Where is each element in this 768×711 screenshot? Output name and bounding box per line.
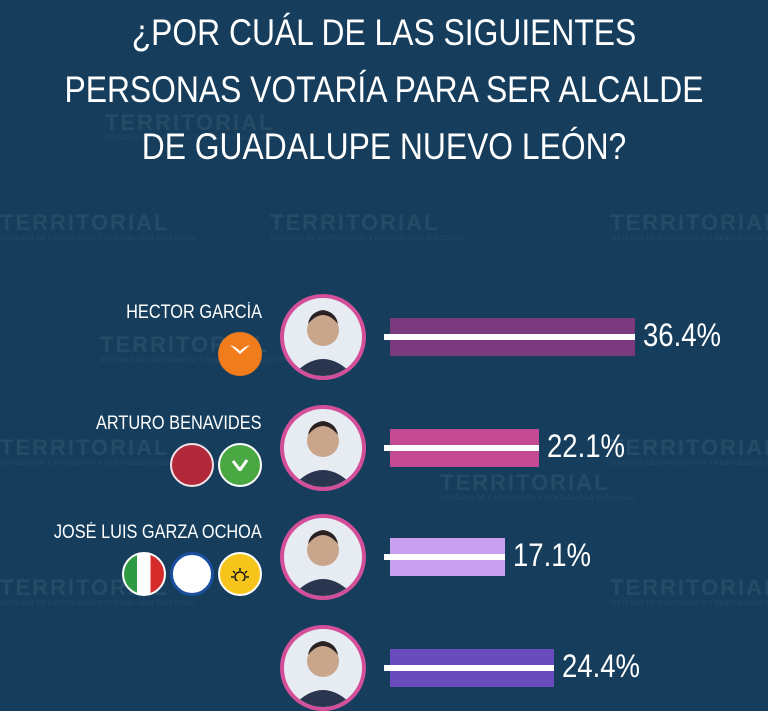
- party-logo-pri: [122, 552, 166, 596]
- bar-stripe: [384, 334, 635, 340]
- watermark: TERRITORIAL SISTEMAS DE CARTOGRAFÍA Y REN…: [0, 575, 197, 607]
- candidate-photo: [280, 294, 366, 380]
- chart-title: ¿POR CUÁL DE LAS SIGUIENTES PERSONAS VOT…: [54, 4, 714, 175]
- sun-icon: [231, 568, 249, 581]
- bar: [384, 538, 505, 576]
- party-logo-pan: [170, 552, 214, 596]
- watermark: TERRITORIAL SISTEMAS DE CARTOGRAFÍA Y REN…: [610, 210, 768, 242]
- candidate-photo: [280, 514, 366, 600]
- candidate-photo: [280, 625, 366, 711]
- party-logo-verde: [218, 443, 262, 487]
- watermark: TERRITORIAL SISTEMAS DE CARTOGRAFÍA Y REN…: [105, 110, 302, 142]
- leaf-icon: [231, 459, 249, 471]
- bar: [384, 649, 554, 687]
- candidate-name: HECTOR GARCÍA: [126, 302, 262, 323]
- person-silhouette-icon: [292, 641, 354, 707]
- bar-stripe: [384, 554, 505, 560]
- title-line-2: PERSONAS VOTARÍA PARA SER ALCALDE: [64, 69, 704, 110]
- value-label: 36.4%: [643, 317, 722, 353]
- candidate-name: ARTURO BENAVIDES: [96, 413, 262, 434]
- watermark: TERRITORIAL SISTEMAS DE CARTOGRAFÍA Y REN…: [610, 575, 768, 607]
- title-line-1: ¿POR CUÁL DE LAS SIGUIENTES: [131, 12, 637, 53]
- watermark: TERRITORIAL SISTEMAS DE CARTOGRAFÍA Y REN…: [0, 435, 197, 467]
- party-logo-morena: [170, 443, 214, 487]
- party-logo-mc: [218, 332, 262, 376]
- value-label: 24.4%: [562, 648, 641, 684]
- title-line-3: DE GUADALUPE NUEVO LEÓN?: [141, 126, 627, 167]
- watermark: TERRITORIAL SISTEMAS DE CARTOGRAFÍA Y REN…: [440, 470, 637, 502]
- watermark: TERRITORIAL SISTEMAS DE CARTOGRAFÍA Y REN…: [610, 435, 768, 467]
- bar-stripe: [384, 665, 554, 671]
- bar: [384, 429, 539, 467]
- bar: [384, 318, 635, 356]
- value-label: 22.1%: [547, 428, 626, 464]
- person-silhouette-icon: [292, 310, 354, 376]
- value-label: 17.1%: [513, 537, 592, 573]
- candidate-name: JOSÉ LUIS GARZA OCHOA: [54, 522, 262, 543]
- watermark: TERRITORIAL SISTEMAS DE CARTOGRAFÍA Y REN…: [0, 210, 197, 242]
- eagle-icon: [230, 345, 250, 354]
- person-silhouette-icon: [292, 530, 354, 596]
- bar-stripe: [384, 445, 539, 451]
- party-logo-prd: [218, 552, 262, 596]
- person-silhouette-icon: [292, 421, 354, 487]
- watermark: TERRITORIAL SISTEMAS DE CARTOGRAFÍA Y REN…: [270, 210, 467, 242]
- watermark: TERRITORIAL SISTEMAS DE CARTOGRAFÍA Y REN…: [100, 332, 297, 364]
- candidate-photo: [280, 405, 366, 491]
